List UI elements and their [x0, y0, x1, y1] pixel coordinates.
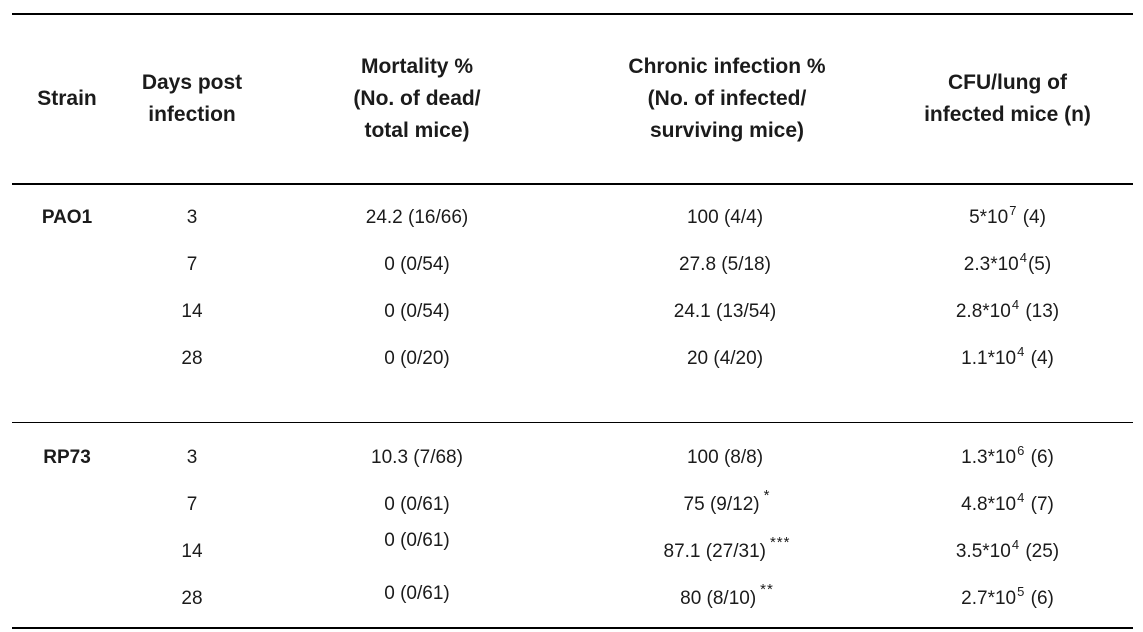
- chronic-value: 100 (8/8): [686, 446, 764, 468]
- exponent-superscript: 4: [1011, 297, 1020, 313]
- cfu-n-count: (5): [1027, 254, 1052, 276]
- table-rule-mid: [12, 421, 1133, 424]
- strain-cell: RP73: [43, 446, 91, 468]
- cfu-n-count: (4): [1017, 207, 1046, 229]
- cfu-value: 3.5*10: [955, 540, 1011, 562]
- table-rule-bottom: [12, 627, 1133, 629]
- days-cell: 14: [181, 301, 203, 323]
- significance-stars: ***: [769, 533, 791, 551]
- table-row: 28 0 (0/20) 20 (4/20) 1.1*104 (4): [12, 336, 1133, 383]
- days-cell: 14: [181, 540, 203, 562]
- cfu-n-count: (25): [1020, 540, 1060, 562]
- exponent-superscript: 7: [1009, 203, 1017, 219]
- chronic-value: 87.1 (27/31): [663, 540, 766, 562]
- chronic-value: 24.1 (13/54): [673, 301, 777, 323]
- cfu-cell: 3.5*104 (25): [882, 537, 1133, 563]
- exponent-superscript: 4: [1017, 489, 1025, 505]
- col-header-mortality: Mortality % (No. of dead/ total mice): [353, 55, 481, 142]
- mortality-cell: 24.2 (16/66): [365, 207, 469, 229]
- exponent-superscript: 4: [1017, 344, 1025, 360]
- table-rule-header: [12, 183, 1133, 185]
- mortality-cell: 10.3 (7/68): [371, 446, 463, 468]
- chronic-infection-cell: 87.1 (27/31) ***: [572, 534, 882, 563]
- table-header-row: Strain Days post infection Mortality % (…: [12, 15, 1133, 183]
- cfu-value: 2.3*10: [963, 254, 1019, 276]
- chronic-value: 75 (9/12): [683, 493, 760, 515]
- col-header-chronic-infection: Chronic infection % (No. of infected/ su…: [628, 55, 826, 142]
- cfu-value: 1.1*10: [961, 348, 1017, 370]
- days-cell: 28: [181, 348, 203, 370]
- exponent-superscript: 6: [1017, 442, 1025, 458]
- exponent-superscript: 4: [1019, 250, 1027, 266]
- strain-section-pao1: PAO1 3 24.2 (16/66) 100 (4/4) 5*107 (4) …: [12, 185, 1133, 383]
- strain-section-rp73: RP73 3 10.3 (7/68) 100 (8/8) 1.3*106 (6)…: [12, 423, 1133, 622]
- mortality-cell: 0 (0/61): [384, 582, 450, 604]
- cfu-value: 1.3*10: [961, 446, 1017, 468]
- cfu-value: 2.7*10: [961, 587, 1017, 609]
- chronic-infection-cell: 27.8 (5/18): [572, 254, 882, 276]
- mortality-cell: 0 (0/54): [384, 254, 450, 276]
- mortality-cell: 0 (0/20): [384, 348, 450, 370]
- cfu-n-count: (13): [1020, 301, 1060, 323]
- chronic-infection-cell: 100 (4/4): [572, 207, 882, 229]
- days-cell: 3: [186, 446, 198, 468]
- exponent-superscript: 5: [1017, 583, 1025, 599]
- mortality-cell: 0 (0/54): [384, 301, 450, 323]
- cfu-cell: 2.7*105 (6): [882, 584, 1133, 610]
- chronic-infection-cell: 100 (8/8): [572, 447, 882, 469]
- days-cell: 7: [186, 254, 198, 276]
- days-cell: 3: [186, 207, 198, 229]
- cfu-cell: 1.1*104 (4): [882, 344, 1133, 370]
- chronic-value: 20 (4/20): [686, 348, 764, 370]
- days-cell: 28: [181, 587, 203, 609]
- table-row: 14 0 (0/54) 24.1 (13/54) 2.8*104 (13): [12, 289, 1133, 336]
- table-rule-top: [12, 13, 1133, 15]
- strain-cell: PAO1: [41, 207, 93, 229]
- chronic-infection-cell: 20 (4/20): [572, 348, 882, 370]
- significance-stars: *: [763, 486, 771, 504]
- exponent-superscript: 4: [1011, 536, 1020, 552]
- cfu-n-count: (6): [1025, 446, 1054, 468]
- infection-table: Strain Days post infection Mortality % (…: [12, 13, 1133, 622]
- cfu-cell: 4.8*104 (7): [882, 490, 1133, 516]
- table-row: PAO1 3 24.2 (16/66) 100 (4/4) 5*107 (4): [12, 195, 1133, 242]
- section-gap: [12, 383, 1133, 422]
- mortality-cell: 0 (0/61): [384, 529, 450, 551]
- cfu-cell: 2.8*104 (13): [882, 297, 1133, 323]
- col-header-days-post-infection: Days post infection: [141, 71, 243, 126]
- significance-stars: **: [760, 580, 774, 598]
- chronic-infection-cell: 24.1 (13/54): [572, 301, 882, 323]
- cfu-value: 4.8*10: [961, 493, 1017, 515]
- chronic-infection-cell: 80 (8/10) **: [572, 581, 882, 610]
- chronic-value: 27.8 (5/18): [679, 254, 771, 276]
- cfu-n-count: (7): [1025, 493, 1054, 515]
- cfu-cell: 2.3*104(5): [882, 250, 1133, 276]
- cfu-value: 2.8*10: [955, 301, 1011, 323]
- table-row: 14 0 (0/61) 87.1 (27/31) *** 3.5*104 (25): [12, 528, 1133, 575]
- table-row: RP73 3 10.3 (7/68) 100 (8/8) 1.3*106 (6): [12, 434, 1133, 481]
- table-row: 7 0 (0/54) 27.8 (5/18) 2.3*104(5): [12, 242, 1133, 289]
- days-cell: 7: [186, 493, 198, 515]
- table-row: 28 0 (0/61) 80 (8/10) ** 2.7*105 (6): [12, 575, 1133, 622]
- cfu-value: 5*10: [969, 207, 1009, 229]
- cfu-n-count: (4): [1025, 348, 1054, 370]
- col-header-strain: Strain: [37, 87, 97, 110]
- cfu-cell: 5*107 (4): [882, 203, 1133, 229]
- chronic-value: 80 (8/10): [680, 587, 757, 609]
- cfu-n-count: (6): [1025, 587, 1054, 609]
- cfu-cell: 1.3*106 (6): [882, 443, 1133, 469]
- table-row: 7 0 (0/61) 75 (9/12) * 4.8*104 (7): [12, 481, 1133, 528]
- col-header-cfu-lung: CFU/lung of infected mice (n): [924, 71, 1091, 126]
- chronic-value: 100 (4/4): [686, 207, 764, 229]
- chronic-infection-cell: 75 (9/12) *: [572, 487, 882, 516]
- mortality-cell: 0 (0/61): [384, 493, 450, 515]
